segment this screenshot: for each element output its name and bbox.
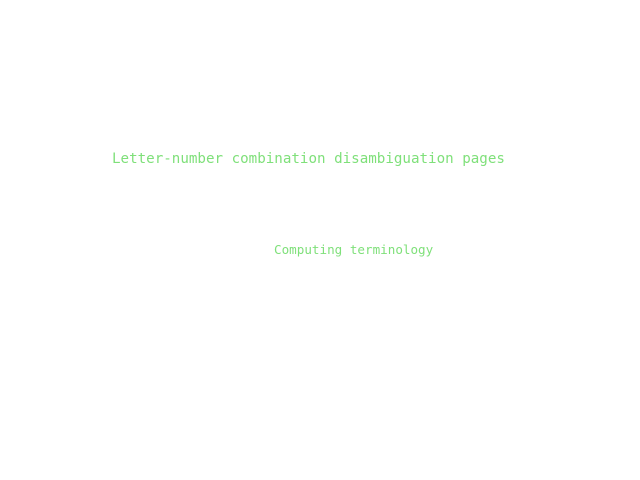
category-text-primary: Letter-number combination disambiguation… xyxy=(112,151,505,167)
category-text-secondary: Computing terminology xyxy=(274,242,434,257)
